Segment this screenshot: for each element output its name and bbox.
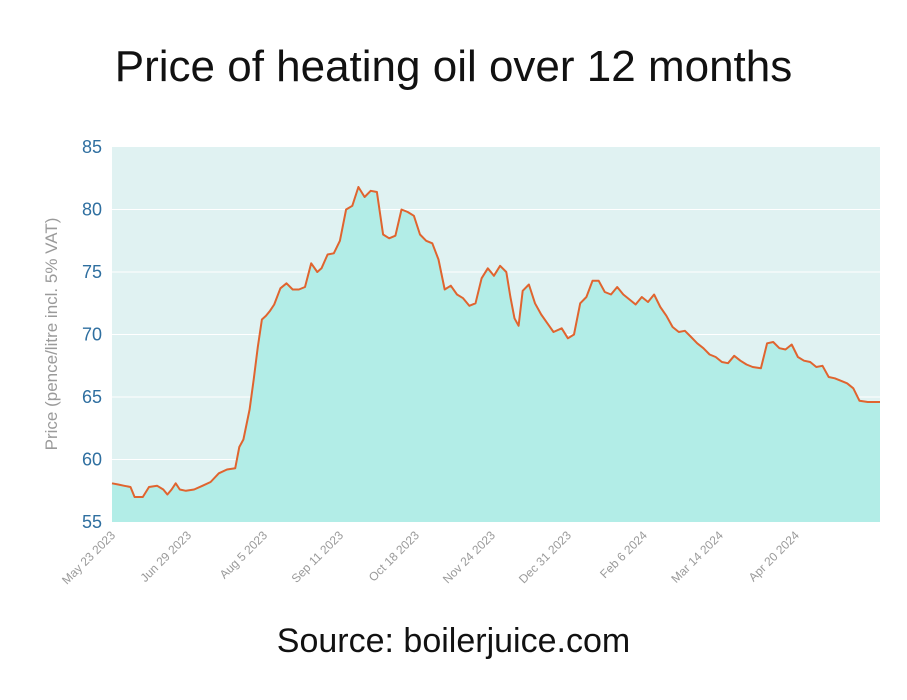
x-tick-label: Mar 14 2024: [668, 528, 726, 586]
x-tick-label: Apr 20 2024: [746, 528, 802, 584]
x-tick-label: Sep 11 2023: [289, 528, 347, 586]
y-tick-label: 85: [82, 137, 102, 157]
y-tick-label: 60: [82, 450, 102, 470]
x-tick-label: May 23 2023: [59, 528, 118, 587]
y-tick-label: 80: [82, 200, 102, 220]
y-tick-label: 70: [82, 325, 102, 345]
y-axis-ticks: 55 60 65 70 75 80 85: [82, 137, 102, 532]
x-tick-label: Jun 29 2023: [137, 528, 194, 585]
x-tick-label: Feb 6 2024: [597, 528, 650, 581]
x-tick-label: Nov 24 2023: [440, 528, 498, 586]
chart-title: Price of heating oil over 12 months: [114, 42, 793, 91]
y-tick-label: 65: [82, 387, 102, 407]
x-tick-label: Aug 5 2023: [217, 528, 271, 582]
source-caption: Source: boilerjuice.com: [276, 622, 631, 660]
y-tick-label: 75: [82, 262, 102, 282]
x-tick-label: Oct 18 2023: [366, 528, 422, 584]
y-tick-label: 55: [82, 512, 102, 532]
price-line: [111, 186, 880, 498]
x-tick-label: Dec 31 2023: [516, 528, 574, 586]
y-axis-label: Price (pence/litre incl. 5% VAT): [42, 218, 61, 451]
price-area-fill: [112, 187, 880, 522]
x-axis-ticks: May 23 2023 Jun 29 2023 Aug 5 2023 Sep 11 2…: [59, 528, 802, 587]
